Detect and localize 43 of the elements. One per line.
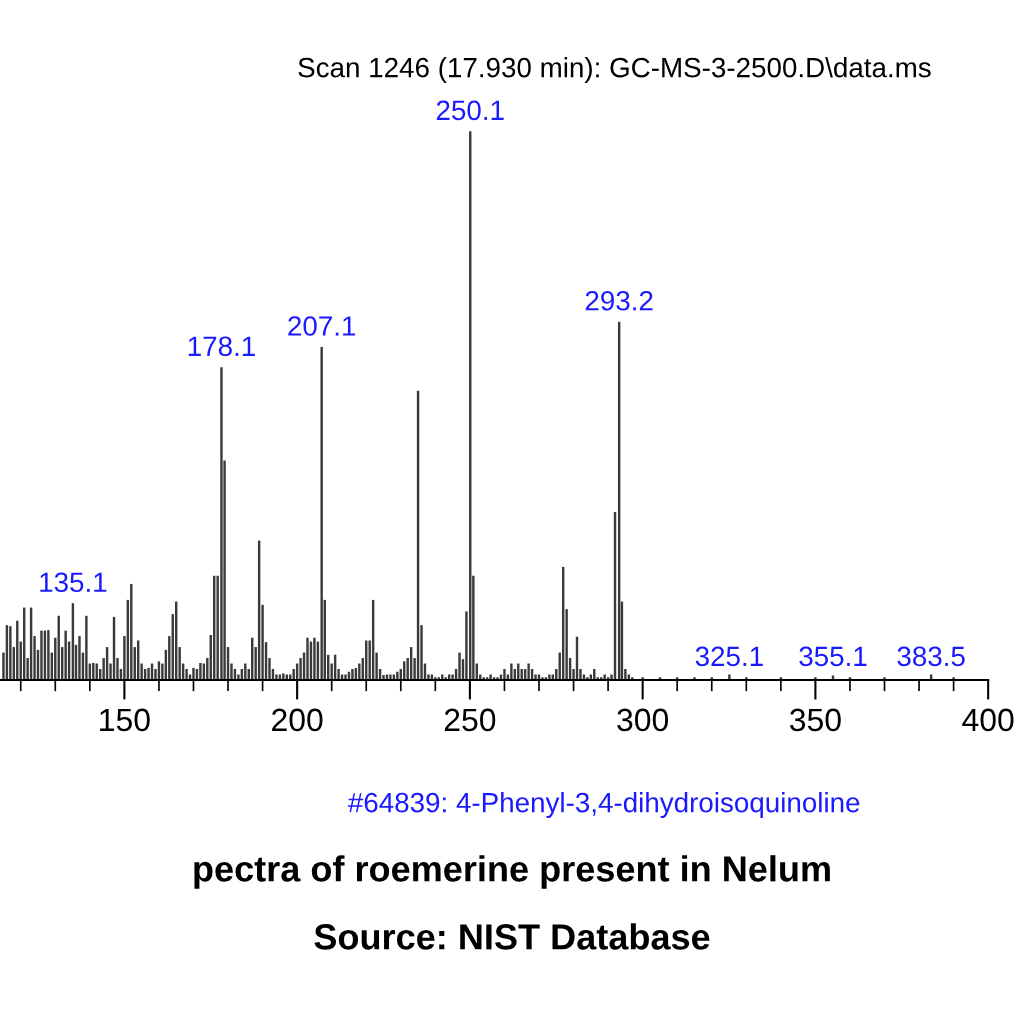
bar	[147, 667, 150, 680]
bar	[64, 630, 67, 680]
bar	[306, 637, 309, 680]
bar	[47, 630, 50, 680]
source-note: Source: NIST Database	[314, 923, 710, 950]
x-tick-label: 350	[789, 708, 841, 732]
bar	[503, 669, 506, 680]
bar	[130, 583, 133, 680]
bar	[489, 674, 492, 680]
bar	[351, 669, 354, 680]
bar	[244, 663, 247, 680]
annotation: 325.1	[695, 646, 763, 667]
bar	[458, 652, 461, 680]
annotation: 355.1	[799, 646, 867, 667]
x-tick-label: 200	[272, 708, 323, 732]
x-tick-label: 400	[962, 708, 1014, 732]
bar	[510, 663, 513, 680]
annotation: 207.1	[288, 316, 356, 336]
bar	[548, 674, 551, 680]
bar	[85, 615, 88, 680]
x-tick-label: 300	[617, 708, 669, 732]
annotation: 383.5	[897, 646, 965, 667]
bar	[220, 367, 223, 680]
annotation: 293.2	[585, 290, 653, 311]
bar	[192, 667, 195, 680]
bar	[9, 626, 12, 680]
bar	[199, 662, 202, 680]
annotation: 135.1	[40, 572, 107, 593]
x-tick-label: 250	[444, 708, 496, 732]
bar	[728, 674, 731, 680]
bar	[320, 346, 323, 680]
text: #64839: 4-Phenyl-3,4-dihydroisoquinoline	[347, 792, 860, 818]
annotation: 178.1	[188, 336, 255, 357]
x-tick-label: 150	[100, 708, 150, 732]
bar	[78, 636, 81, 680]
bar	[40, 630, 43, 680]
bar	[527, 663, 530, 680]
text: pectra of roemerine present in Nelum	[194, 855, 830, 889]
bar	[344, 674, 347, 680]
chart-title: Scan 1246 (17.930 min): GC-MS-3-2500.D\data.ms	[298, 57, 931, 83]
bar	[389, 674, 392, 680]
bar	[313, 637, 316, 680]
annotation: 250.1	[436, 100, 504, 121]
